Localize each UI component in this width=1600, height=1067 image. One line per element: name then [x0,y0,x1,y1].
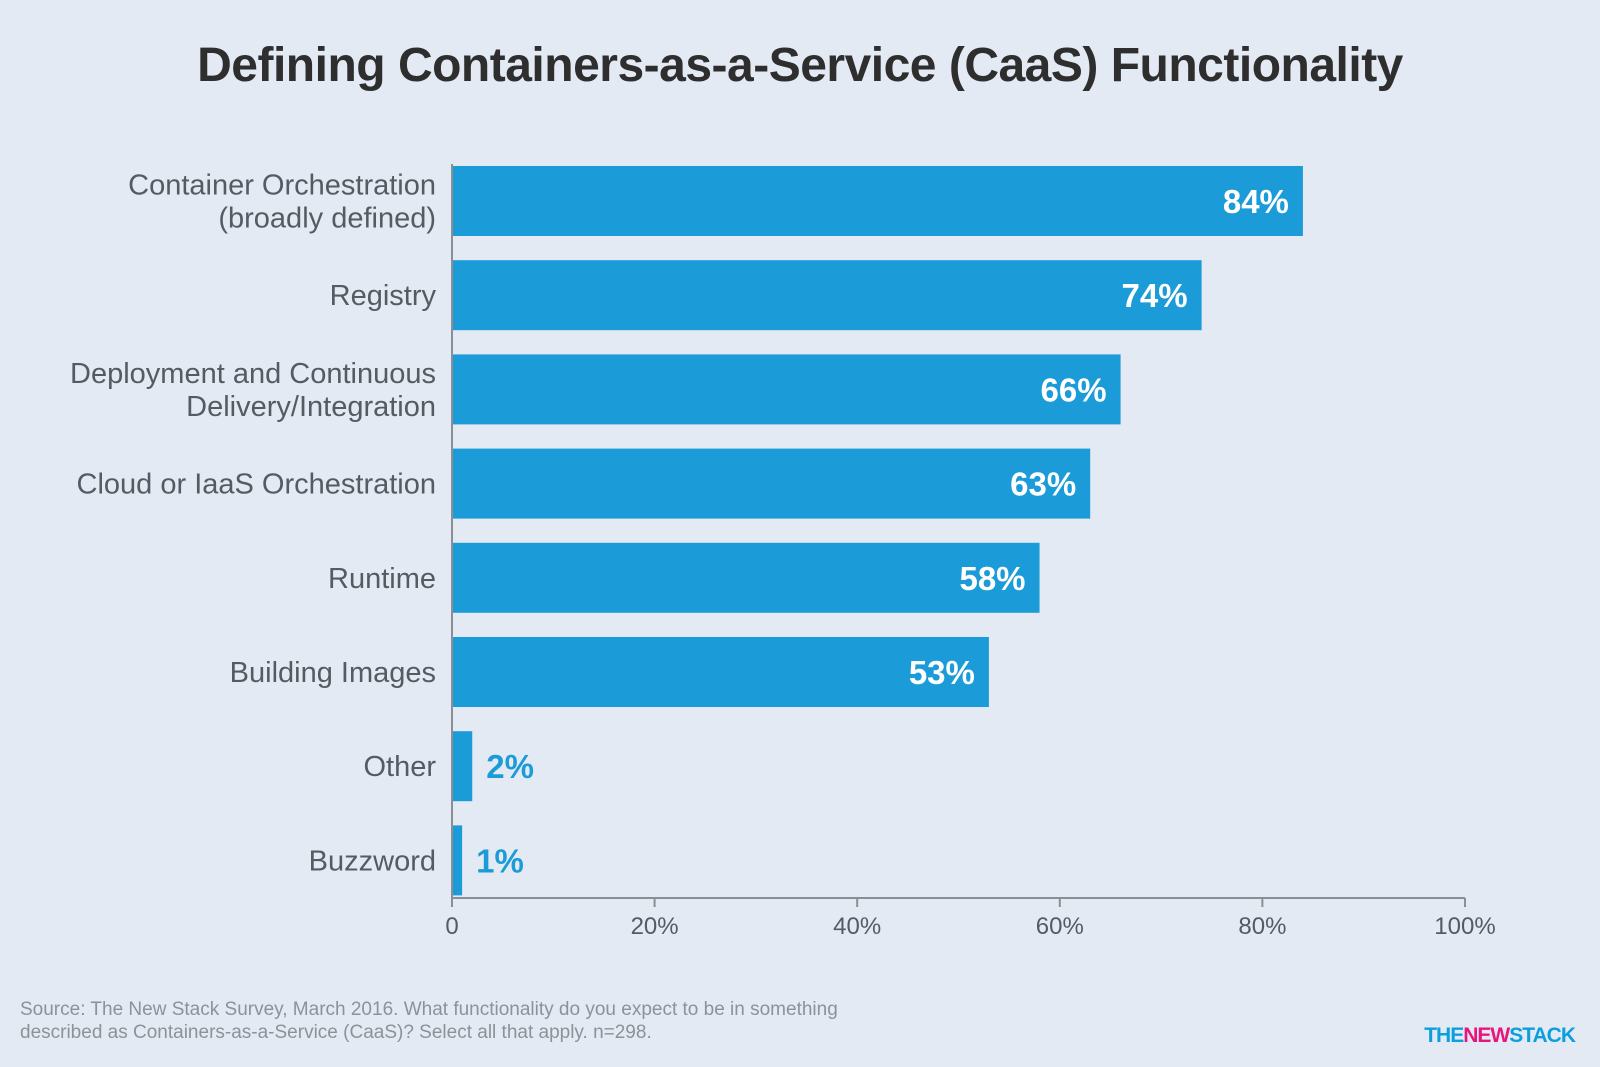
logo-part-new: NEW [1463,1024,1510,1047]
x-axis: 0 20% 40% 60% 80% 100% [445,164,1496,940]
chart-title: Defining Containers-as-a-Service (CaaS) … [197,39,1403,92]
category-label-line: Delivery/Integration [186,391,436,423]
bar-value-label-7: 1% [476,842,524,879]
category-label-0: Container Orchestration (broadly defined) [128,170,436,235]
x-tick-label-2: 40% [833,913,881,940]
category-label-line: Runtime [328,563,436,595]
bar-0 [452,166,1303,236]
category-label-7: Buzzword [309,845,436,877]
category-label-line: Buzzword [309,845,436,877]
category-labels: Container Orchestration (broadly defined)… [70,170,436,878]
category-label-line: (broadly defined) [218,203,436,235]
category-label-5: Building Images [230,657,436,689]
bar-value-label-3: 63% [1010,466,1076,503]
logo-part-the: THE [1424,1024,1464,1047]
category-label-2: Deployment and Continuous Delivery/Integr… [70,358,436,423]
bar-5 [452,637,989,707]
category-label-line: Container Orchestration [128,170,436,202]
x-tick-label-1: 20% [631,913,679,940]
bar-2 [452,354,1121,425]
category-label-6: Other [363,751,436,783]
bar-1 [452,260,1202,331]
bar-value-label-6: 2% [486,748,534,785]
category-label-line: Building Images [230,657,436,689]
category-label-1: Registry [330,280,437,312]
source-note: Source: The New Stack Survey, March 2016… [20,999,838,1043]
bar-3 [452,448,1091,519]
bar-value-label-0: 84% [1223,183,1289,220]
category-label-3: Cloud or IaaS Orchestration [77,469,436,501]
bar-7 [452,825,463,896]
category-label-line: Cloud or IaaS Orchestration [77,469,436,501]
x-tick-label-3: 60% [1036,913,1084,940]
category-label-line: Deployment and Continuous [70,358,436,390]
x-tick-label-0: 0 [445,913,458,940]
bar-value-label-2: 66% [1041,371,1107,408]
bar-4 [452,542,1040,613]
bar-value-label-1: 74% [1122,277,1188,314]
category-label-4: Runtime [328,563,436,595]
publisher-logo: THENEWSTACK [1424,1024,1576,1048]
bar-value-label-5: 53% [909,654,975,691]
x-tick-label-5: 100% [1434,913,1495,940]
bars-layer: 84% 74% 66% 63% 58% 53% 2% 1% [452,166,1303,896]
x-tick-label-4: 80% [1238,913,1286,940]
category-label-line: Registry [330,280,437,312]
logo-part-stack: STACK [1509,1024,1576,1047]
category-label-line: Other [363,751,436,783]
bar-value-label-4: 58% [959,560,1025,597]
bar-6 [452,731,473,802]
